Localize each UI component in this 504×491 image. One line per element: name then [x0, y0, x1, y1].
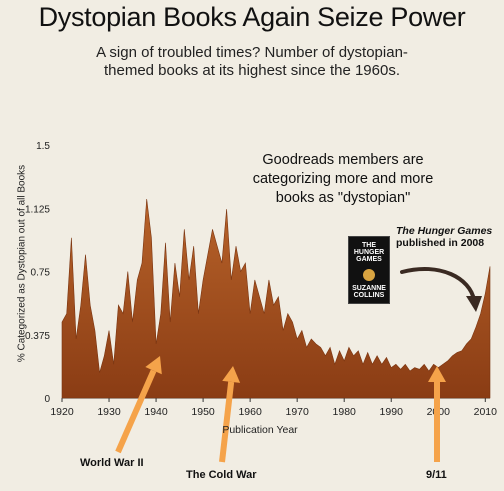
y-tick-label: 1.125: [25, 204, 50, 215]
y-axis-label: % Categorized as Dystopian out of all Bo…: [16, 164, 28, 363]
ww2-annotation: World War II: [80, 457, 144, 469]
hunger-games-arrow: [400, 266, 482, 312]
x-axis-label: Publication Year: [222, 424, 298, 436]
cold-war-arrow: [219, 366, 241, 463]
goodreads-line-3: books as "dystopian": [275, 190, 411, 206]
x-tick-label: 1920: [50, 406, 74, 418]
subtitle-line-1: A sign of troubled times? Number of dyst…: [96, 44, 408, 61]
cover-hunger: HUNGER: [353, 249, 385, 256]
hunger-games-title: The Hunger Games: [396, 225, 493, 237]
hunger-games-detail: published in 2008: [396, 237, 485, 249]
chart-subtitle: A sign of troubled times? Number of dyst…: [60, 44, 444, 80]
cover-the: THE: [362, 242, 376, 249]
x-tick-label: 1980: [333, 406, 357, 418]
goodreads-line-1: Goodreads members are: [262, 152, 424, 168]
mockingjay-icon: [363, 269, 375, 281]
x-tick-label: 1960: [238, 406, 262, 418]
goodreads-annotation: Goodreads members are categorizing more …: [228, 151, 458, 208]
x-tick-label: 2010: [474, 406, 498, 418]
y-tick-label: 0.75: [31, 268, 51, 279]
goodreads-line-2: categorizing more and more: [252, 171, 434, 187]
x-tick-label: 1940: [144, 406, 168, 418]
x-tick-label: 1950: [191, 406, 215, 418]
x-tick-label: 1970: [285, 406, 309, 418]
hunger-games-annotation: The Hunger Games published in 2008: [396, 225, 500, 249]
x-tick-label: 1990: [380, 406, 404, 418]
cover-author-last: COLLINS: [353, 292, 385, 299]
nine-eleven-arrow: [428, 366, 446, 462]
y-tick-label: 0: [44, 394, 50, 405]
hunger-games-cover: THE HUNGER GAMES SUZANNE COLLINS: [348, 236, 390, 304]
ww2-arrow: [115, 356, 162, 454]
cold-war-annotation: The Cold War: [186, 469, 257, 481]
cover-author-first: SUZANNE: [352, 285, 386, 292]
dystopian-area-series: [61, 198, 491, 399]
chart-title: Dystopian Books Again Seize Power: [38, 2, 466, 32]
cover-games: GAMES: [356, 256, 382, 263]
x-tick-label: 1930: [97, 406, 121, 418]
nine-eleven-annotation: 9/11: [426, 469, 447, 481]
y-tick-label: 1.5: [36, 141, 50, 152]
subtitle-line-2: themed books at its highest since the 19…: [103, 62, 400, 79]
y-tick-label: 0.375: [25, 331, 50, 342]
